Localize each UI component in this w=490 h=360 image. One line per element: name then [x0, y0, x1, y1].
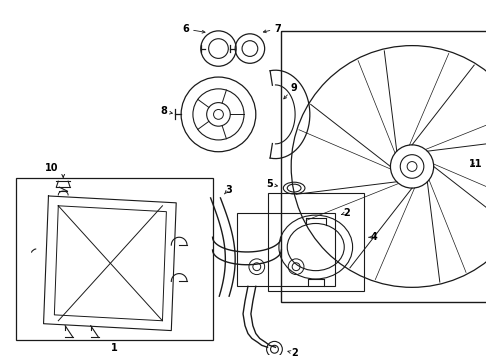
Text: 2: 2 — [343, 208, 349, 218]
Text: 7: 7 — [274, 24, 281, 34]
Text: 4: 4 — [370, 232, 377, 242]
Text: 3: 3 — [225, 185, 232, 195]
Bar — [268, 193, 364, 291]
Text: 9: 9 — [291, 83, 297, 93]
Text: 6: 6 — [183, 24, 190, 34]
Text: 8: 8 — [160, 107, 167, 116]
Text: 11: 11 — [469, 158, 483, 168]
Text: 5: 5 — [266, 179, 273, 189]
Text: 2: 2 — [292, 348, 298, 358]
Text: 10: 10 — [45, 163, 58, 174]
Bar — [237, 213, 336, 286]
Bar — [281, 31, 490, 302]
Bar — [16, 178, 213, 341]
Text: 1: 1 — [111, 343, 118, 353]
